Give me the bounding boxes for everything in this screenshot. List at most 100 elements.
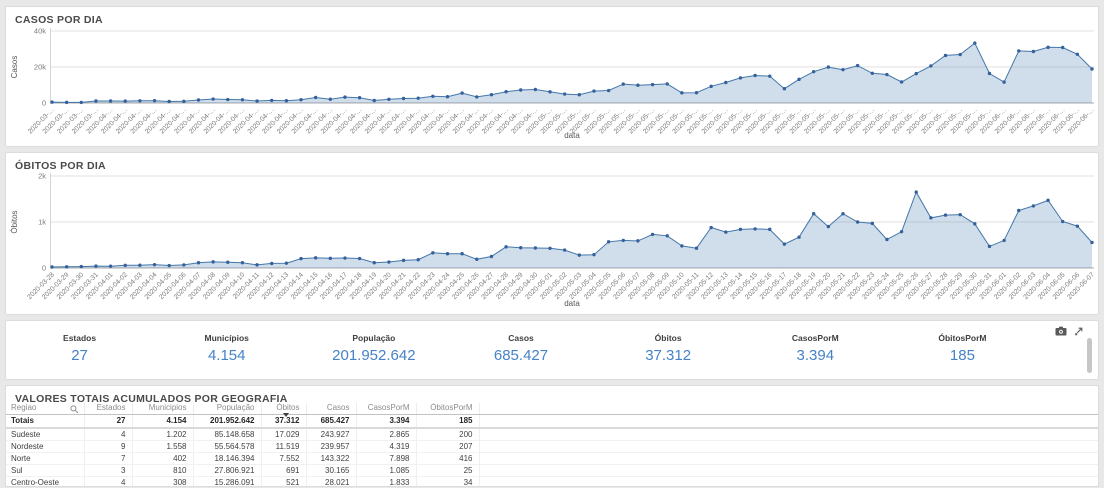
region-name-cell[interactable]: Sudeste [6,428,85,441]
data-point[interactable] [211,260,215,264]
column-header-estados[interactable]: Estados [84,403,133,415]
data-point[interactable] [929,64,933,68]
column-header-regiao[interactable]: Regiao [6,403,85,415]
data-point[interactable] [79,264,83,269]
data-point[interactable] [299,256,303,261]
data-point[interactable] [1002,238,1006,243]
data-point[interactable] [562,248,567,252]
data-point[interactable] [357,256,362,261]
data-point[interactable] [548,90,552,94]
data-point[interactable] [519,246,523,250]
data-point[interactable] [255,99,259,103]
data-point[interactable] [885,72,889,77]
data-point[interactable] [343,95,347,99]
data-point[interactable] [943,53,948,58]
data-point[interactable] [416,258,420,262]
data-point[interactable] [489,92,494,97]
data-point[interactable] [1061,219,1065,224]
data-point[interactable] [401,258,406,263]
region-name-cell[interactable]: Centro-Oeste [6,476,85,486]
data-point[interactable] [1061,45,1065,50]
data-point[interactable] [328,97,333,101]
data-point[interactable] [138,99,142,103]
data-point[interactable] [401,96,406,101]
data-point[interactable] [870,71,874,75]
data-point[interactable] [797,235,801,239]
data-point[interactable] [460,91,464,95]
data-point[interactable] [475,95,479,99]
data-point[interactable] [211,97,215,101]
data-point[interactable] [899,229,904,234]
data-point[interactable] [226,260,230,264]
data-point[interactable] [782,87,787,91]
data-point[interactable] [240,98,245,102]
data-point[interactable] [270,261,274,266]
region-name-cell[interactable]: Norte [6,452,85,465]
data-point[interactable] [387,260,391,264]
data-point[interactable] [94,99,98,103]
data-point[interactable] [650,232,655,237]
data-point[interactable] [182,263,186,267]
data-point[interactable] [606,88,611,93]
region-name-cell[interactable]: Nordeste [6,440,85,453]
data-point[interactable] [196,261,201,265]
data-point[interactable] [108,99,113,103]
data-point[interactable] [416,96,420,100]
obitos-chart[interactable]: 01k2kÓbitos2020-03-282020-03-292020-03-3… [6,171,1098,315]
data-point[interactable] [299,98,303,102]
data-point[interactable] [592,89,596,93]
data-point[interactable] [929,216,933,220]
data-point[interactable] [768,74,772,78]
data-point[interactable] [152,98,157,103]
data-point[interactable] [182,99,186,104]
casos-chart[interactable]: 020k40kCasos2020-03-…2020-03-…2020-03-…2… [6,25,1098,147]
data-point[interactable] [138,263,142,267]
data-point[interactable] [841,67,845,72]
data-point[interactable] [694,246,699,250]
data-point[interactable] [284,261,289,265]
data-point[interactable] [1031,49,1036,54]
data-point[interactable] [167,263,171,268]
data-point[interactable] [782,242,787,246]
data-point[interactable] [1017,208,1021,213]
data-point[interactable] [811,212,816,216]
data-point[interactable] [533,87,538,92]
data-point[interactable] [1090,240,1094,245]
data-point[interactable] [255,263,259,267]
data-point[interactable] [680,244,684,248]
data-point[interactable] [50,265,54,269]
data-point[interactable] [50,100,54,104]
data-point[interactable] [152,262,157,267]
data-point[interactable] [313,95,318,100]
data-point[interactable] [108,264,113,268]
column-header-populacao[interactable]: População [193,403,262,415]
data-point[interactable] [504,90,508,94]
data-point[interactable] [445,94,450,99]
data-point[interactable] [284,99,289,103]
data-point[interactable] [987,244,992,249]
data-point[interactable] [680,91,684,95]
data-point[interactable] [811,69,816,74]
data-point[interactable] [533,246,538,250]
data-point[interactable] [64,265,69,269]
data-point[interactable] [1031,204,1036,208]
data-point[interactable] [1075,52,1080,56]
data-point[interactable] [753,227,757,231]
data-point[interactable] [372,98,376,103]
data-point[interactable] [431,94,435,98]
data-point[interactable] [577,253,582,257]
data-point[interactable] [1046,45,1050,50]
data-point[interactable] [738,76,743,80]
data-point[interactable] [357,96,362,100]
data-point[interactable] [650,82,655,87]
data-point[interactable] [885,237,889,242]
data-point[interactable] [1002,80,1006,84]
data-point[interactable] [826,65,831,69]
data-point[interactable] [562,92,567,96]
data-point[interactable] [1046,198,1050,203]
column-header-casos[interactable]: Casos [306,403,357,415]
data-point[interactable] [270,98,274,103]
data-point[interactable] [709,84,713,89]
data-point[interactable] [870,221,874,226]
data-point[interactable] [958,212,962,217]
